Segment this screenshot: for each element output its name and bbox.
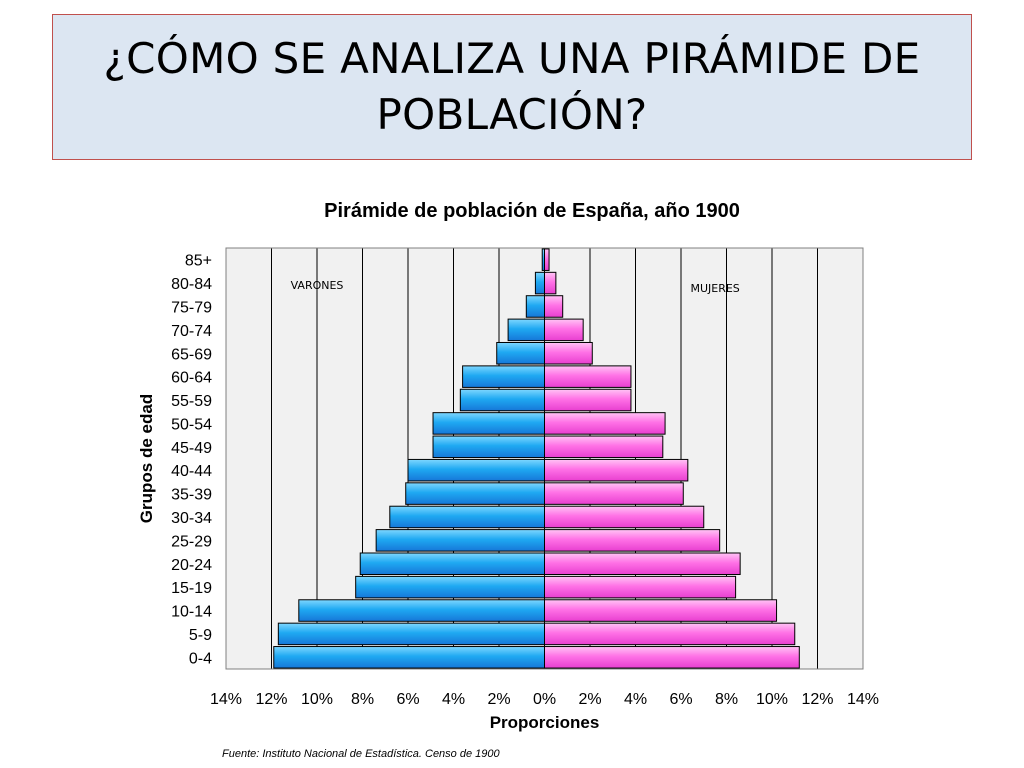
bar-male-70-74: [507, 318, 546, 342]
y-tick-label: 85+: [185, 253, 212, 270]
y-tick-label: 20-24: [171, 557, 212, 574]
x-tick-label: 2%: [578, 691, 601, 708]
bar-female-70-74: [544, 318, 584, 342]
chart-title: Pirámide de población de España, año 190…: [324, 200, 740, 222]
y-tick-label: 10-14: [171, 604, 212, 621]
bar-male-45-49: [432, 435, 545, 459]
bar-female-65-69: [544, 341, 593, 365]
bar-male-65-69: [496, 341, 546, 365]
slide-title: ¿CÓMO SE ANALIZA UNA PIRÁMIDE DE POBLACI…: [103, 34, 921, 139]
bar-female-25-29: [544, 529, 721, 552]
x-tick-label: 4%: [442, 691, 465, 708]
x-tick-label: 2%: [487, 691, 510, 708]
y-tick-label: 80-84: [171, 276, 212, 293]
y-tick-label: 60-64: [171, 370, 212, 387]
y-tick-label: 70-74: [171, 323, 212, 340]
bar-female-60-64: [544, 365, 632, 388]
bar-female-20-24: [544, 552, 741, 576]
y-tick-label: 35-39: [171, 487, 212, 504]
bar-male-25-29: [375, 529, 545, 552]
x-tick-label: 8%: [715, 691, 738, 708]
bar-male-75-79: [525, 295, 545, 318]
y-tick-label: 75-79: [171, 299, 212, 316]
bar-male-20-24: [359, 552, 545, 576]
series-label-male: VARONES: [291, 279, 344, 292]
bar-female-55-59: [544, 388, 632, 412]
x-tick-label: 12%: [255, 691, 287, 708]
bar-male-80-84: [534, 271, 546, 295]
x-tick-label: 0%: [533, 691, 556, 708]
y-tick-label: 25-29: [171, 533, 212, 550]
bar-female-85+: [544, 248, 550, 271]
plot-frame: [225, 247, 864, 670]
bar-female-50-54: [544, 412, 666, 435]
x-tick-label: 14%: [847, 691, 879, 708]
bar-female-10-14: [544, 599, 778, 622]
bar-female-45-49: [544, 435, 664, 459]
bar-male-55-59: [459, 388, 546, 412]
y-tick-label: 55-59: [171, 393, 212, 410]
y-tick-label: 50-54: [171, 416, 212, 433]
bar-female-75-79: [544, 295, 564, 318]
y-tick-label: 40-44: [171, 463, 212, 480]
series-label-female: MUJERES: [690, 282, 739, 295]
y-tick-label: 0-4: [189, 650, 212, 667]
bar-male-40-44: [407, 458, 545, 482]
bar-male-5-9: [277, 622, 545, 646]
bar-female-40-44: [544, 458, 689, 482]
bar-male-35-39: [405, 482, 545, 505]
y-tick-label: 30-34: [171, 510, 212, 527]
bar-male-60-64: [462, 365, 546, 388]
x-tick-label: 4%: [624, 691, 647, 708]
y-tick-label: 5-9: [189, 627, 212, 644]
x-axis-title: Proporciones: [490, 713, 600, 732]
bar-male-50-54: [432, 412, 545, 435]
x-tick-label: 10%: [756, 691, 788, 708]
bar-female-80-84: [544, 271, 557, 295]
bar-male-30-34: [389, 505, 545, 529]
y-tick-label: 65-69: [171, 346, 212, 363]
title-box: ¿CÓMO SE ANALIZA UNA PIRÁMIDE DE POBLACI…: [52, 14, 972, 160]
bar-male-15-19: [355, 575, 545, 599]
y-tick-label: 15-19: [171, 580, 212, 597]
x-tick-label: 14%: [210, 691, 242, 708]
bar-male-10-14: [298, 599, 545, 622]
y-tick-label: 45-49: [171, 440, 212, 457]
x-tick-label: 12%: [801, 691, 833, 708]
bar-male-0-4: [273, 646, 545, 669]
bar-female-35-39: [544, 482, 684, 505]
bar-female-0-4: [544, 646, 800, 669]
bar-female-5-9: [544, 622, 796, 646]
x-tick-label: 8%: [351, 691, 374, 708]
source-note: Fuente: Instituto Nacional de Estadístic…: [222, 748, 500, 760]
bar-female-15-19: [544, 575, 737, 599]
population-pyramid-chart: 0-4 5-9 10-14 15-19 20-24 25-29 30-34 35-39 40-4…: [137, 200, 879, 732]
bar-female-30-34: [544, 505, 705, 529]
y-axis-title: Grupos de edad: [137, 394, 156, 523]
x-tick-label: 6%: [669, 691, 692, 708]
x-tick-label: 6%: [396, 691, 419, 708]
x-tick-label: 10%: [301, 691, 333, 708]
